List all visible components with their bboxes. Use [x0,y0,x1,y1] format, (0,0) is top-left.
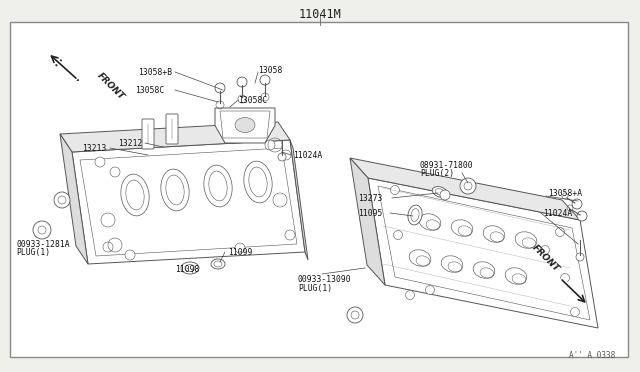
Circle shape [460,178,476,194]
Circle shape [577,211,587,221]
Ellipse shape [211,259,225,269]
Text: 11098: 11098 [175,266,200,275]
Text: 11024A: 11024A [543,208,572,218]
Circle shape [347,307,363,323]
Text: 13058+B: 13058+B [138,67,172,77]
Circle shape [390,186,399,195]
Circle shape [570,308,579,317]
Circle shape [561,273,570,282]
Circle shape [260,75,270,85]
Circle shape [33,221,51,239]
Text: 11041M: 11041M [299,8,341,21]
Polygon shape [72,140,305,264]
Circle shape [394,231,403,240]
Text: PLUG(2): PLUG(2) [420,169,454,177]
FancyBboxPatch shape [142,119,154,149]
Text: 13273: 13273 [358,193,382,202]
Text: 08931-71800: 08931-71800 [420,160,474,170]
Circle shape [426,285,435,295]
Circle shape [278,153,286,161]
Text: 00933-13090: 00933-13090 [298,276,351,285]
Ellipse shape [432,187,448,198]
Text: PLUG(1): PLUG(1) [16,247,50,257]
Circle shape [54,192,70,208]
Text: 11099: 11099 [228,247,252,257]
FancyBboxPatch shape [166,114,178,144]
Ellipse shape [408,205,422,225]
Text: 13058C: 13058C [238,96,268,105]
Circle shape [110,167,120,177]
Ellipse shape [181,262,199,274]
Text: 13058C: 13058C [135,86,164,94]
Text: 00933-1281A: 00933-1281A [16,240,70,248]
Circle shape [576,253,584,261]
Circle shape [95,157,105,167]
Circle shape [265,140,275,150]
Polygon shape [215,108,275,143]
Circle shape [125,250,135,260]
FancyBboxPatch shape [10,22,628,357]
Polygon shape [350,158,580,220]
Circle shape [406,291,415,299]
Circle shape [541,246,550,254]
Text: A'' A 0338: A'' A 0338 [569,351,615,360]
Polygon shape [60,122,290,152]
Text: 13212: 13212 [118,138,142,148]
Text: 11024A: 11024A [293,151,323,160]
Circle shape [237,77,247,87]
Circle shape [440,190,450,200]
Polygon shape [368,178,598,328]
Circle shape [281,150,291,160]
Circle shape [235,243,245,253]
Text: 13058+A: 13058+A [548,189,582,198]
Text: 11095: 11095 [358,208,382,218]
Ellipse shape [235,118,255,132]
Polygon shape [290,140,308,260]
Text: 13058: 13058 [258,65,282,74]
Circle shape [285,230,295,240]
Circle shape [103,242,113,252]
Polygon shape [350,158,385,285]
Polygon shape [60,134,88,264]
Circle shape [572,199,582,209]
Text: FRONT: FRONT [530,243,561,274]
Circle shape [215,83,225,93]
Text: PLUG(1): PLUG(1) [298,283,332,292]
Text: FRONT: FRONT [95,71,125,102]
Text: 13213: 13213 [82,144,106,153]
Circle shape [556,228,564,237]
